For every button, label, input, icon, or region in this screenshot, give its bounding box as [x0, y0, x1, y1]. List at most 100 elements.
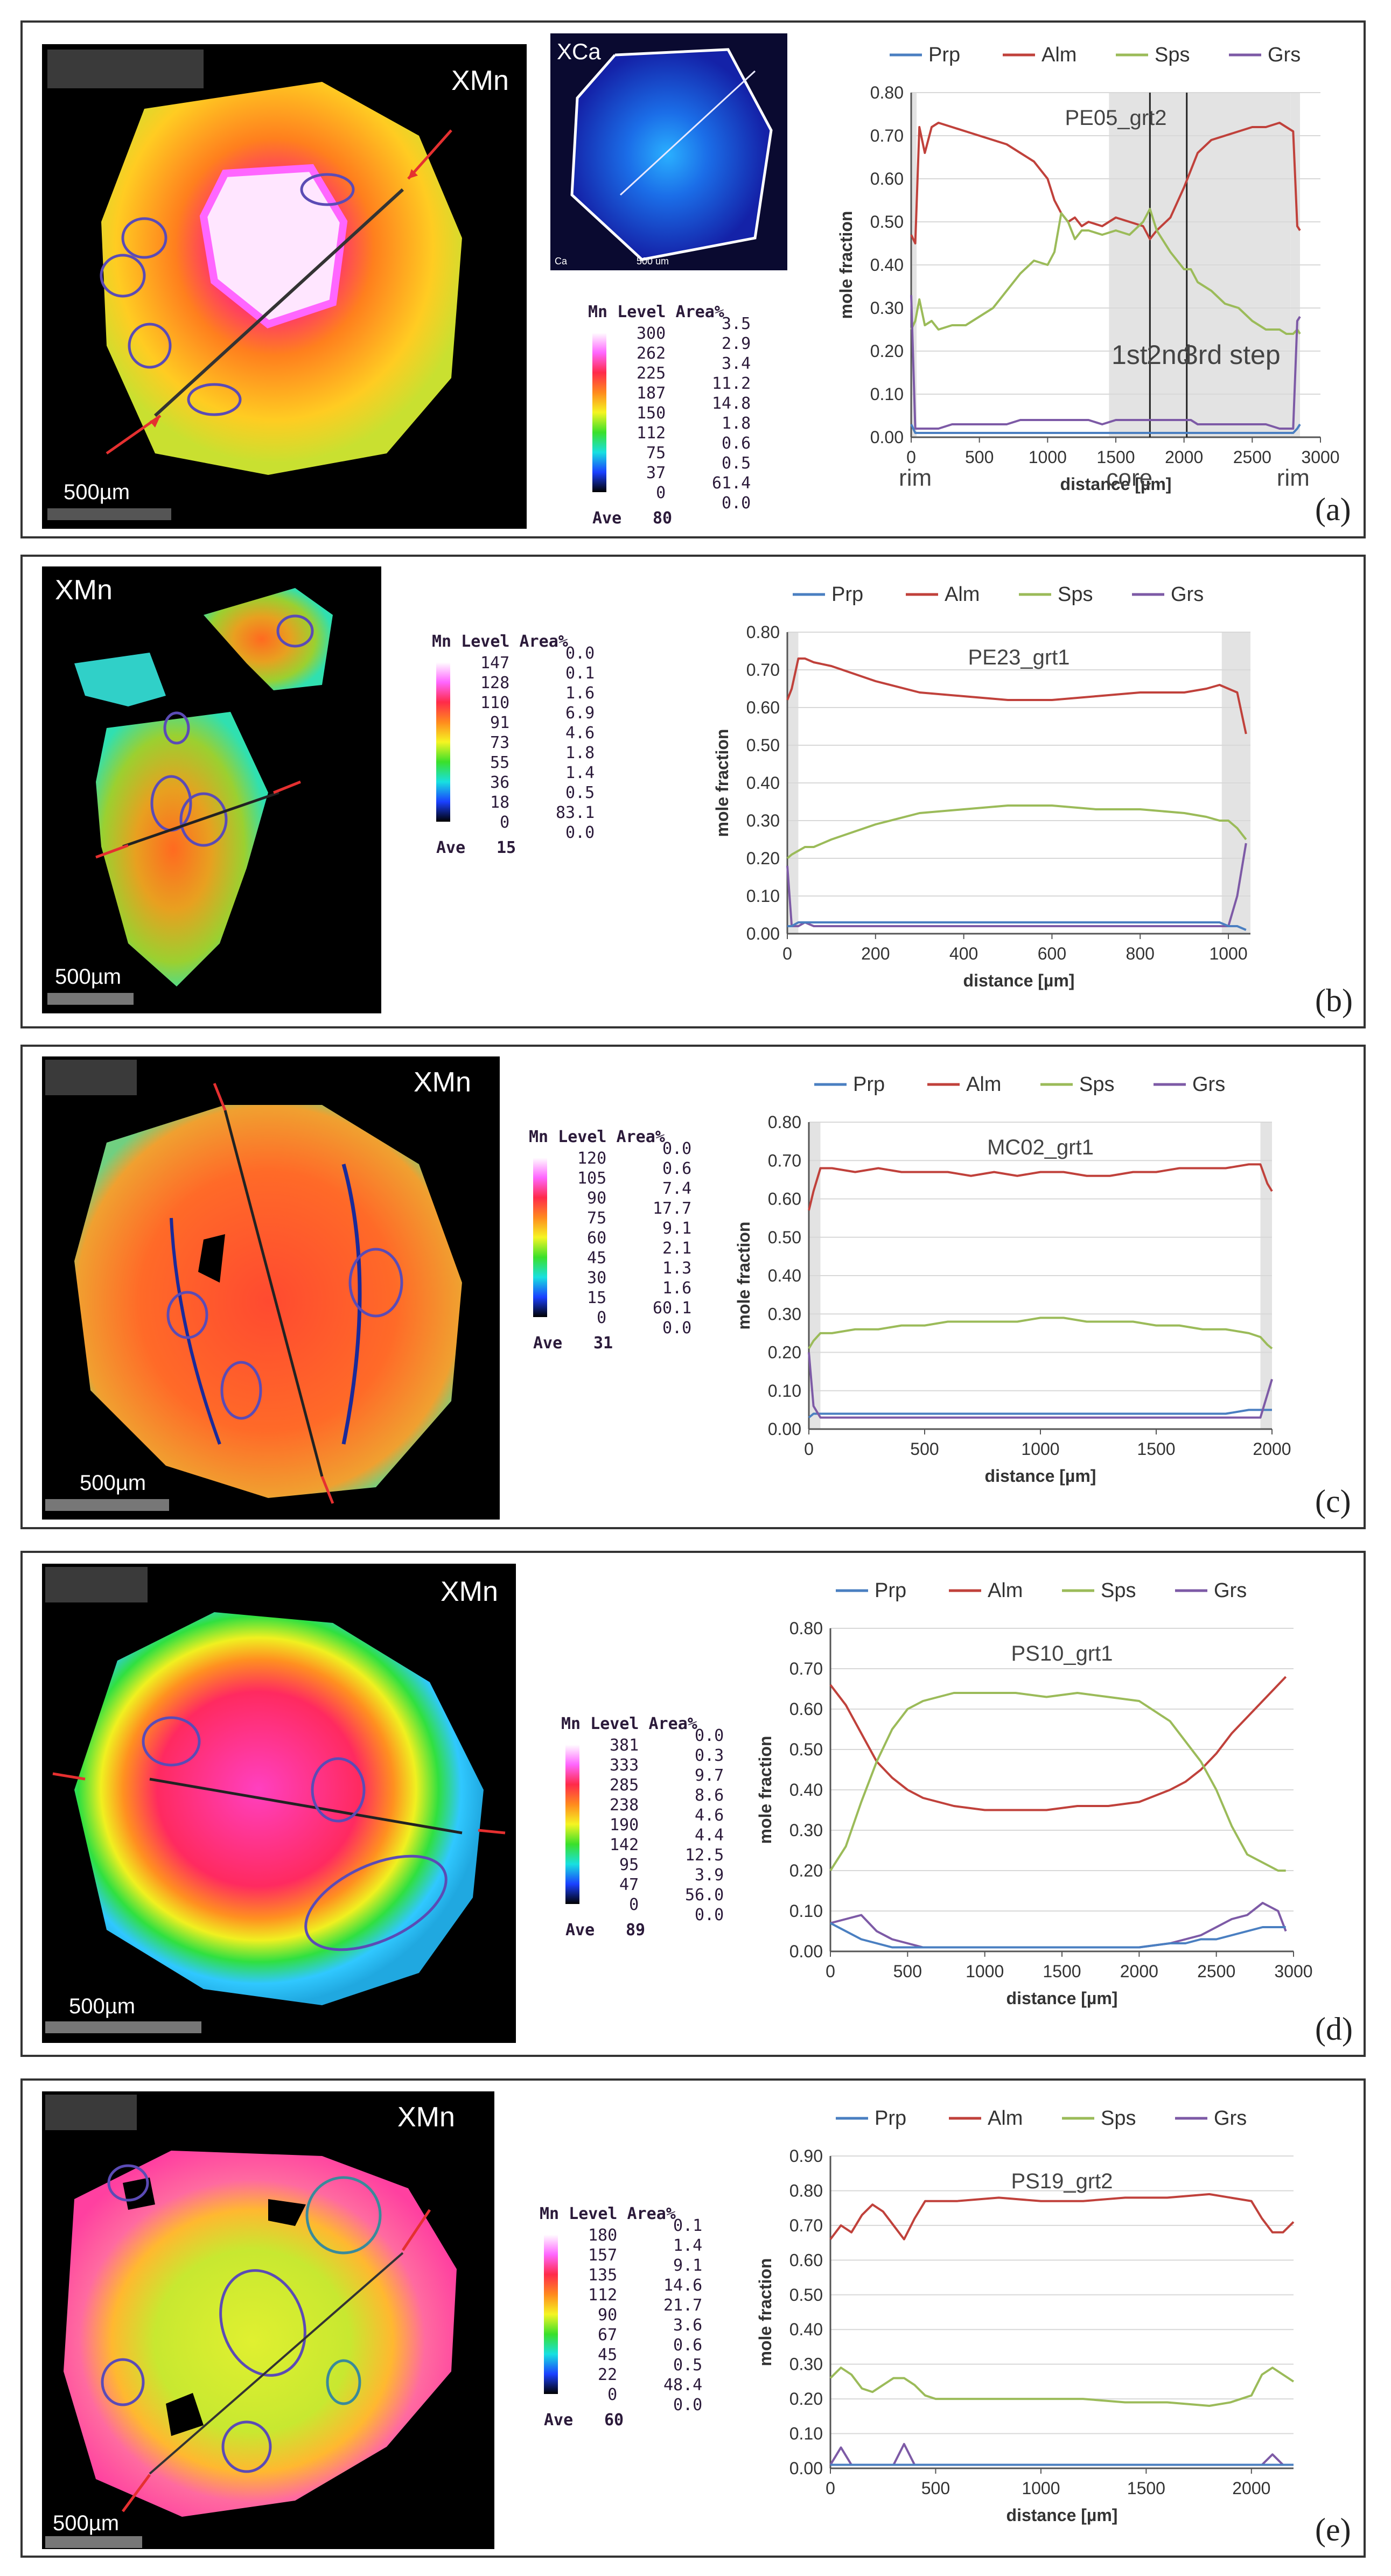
x-axis-label: distance [µm] [1006, 2505, 1118, 2525]
x-tick-label: 1000 [1021, 1439, 1059, 1459]
scale-label: 500µm [69, 1994, 136, 2018]
y-tick-label: 0.50 [870, 212, 904, 232]
legend-label: Prp [875, 2107, 906, 2130]
legend-area: 0.0 [556, 823, 595, 842]
legend-level: 333 [610, 1756, 639, 1775]
legend-level: 36 [480, 773, 510, 792]
series-line-grs [808, 1352, 1273, 1419]
y-tick-label: 0.50 [789, 2285, 823, 2305]
legend-color-swatch [592, 393, 606, 412]
legend-label: Sps [1079, 1073, 1114, 1096]
legend-level: 150 [637, 404, 666, 423]
y-axis-label: mole fraction [734, 1222, 753, 1330]
legend-area: 9.1 [653, 1219, 692, 1238]
label-mask [47, 50, 204, 88]
series-line-sps [808, 1317, 1273, 1349]
legend-level: 128 [480, 674, 510, 692]
legend-color-swatch [565, 1824, 579, 1844]
legend-header: Mn Level Area% [588, 303, 724, 321]
xca-corner: Ca [555, 256, 568, 267]
x-axis-label: distance [µm] [1060, 474, 1172, 494]
scale-bar [45, 2021, 201, 2033]
series-line-prp [808, 1409, 1272, 1419]
y-tick-label: 0.10 [870, 384, 904, 404]
region-annotation: rim [899, 465, 932, 491]
garnet-image-c [74, 1083, 462, 1504]
y-axis-label: mole fraction [712, 729, 732, 837]
legend-b: Mn Level Area% 147 128 110 91 73 55 36 18 0… [432, 632, 626, 869]
legend-color-swatch [436, 702, 450, 722]
y-tick-label: 0.30 [789, 1821, 823, 1840]
xca-map: XCa Ca 500 um [550, 33, 787, 270]
series-line-alm [808, 1163, 1273, 1211]
y-tick-label: 0.40 [768, 1266, 801, 1285]
scale-label: 500µm [53, 2511, 120, 2535]
chart-c: 0.00 0.10 0.20 0.30 0.40 0.50 0.60 0.70 0.80 0 500… [734, 1073, 1291, 1486]
scale-bar [47, 508, 171, 520]
legend-color-swatch [565, 1745, 579, 1765]
series-line-prp [787, 921, 1247, 931]
legend-level: 67 [588, 2326, 618, 2344]
legend-color-swatch [436, 682, 450, 702]
y-tick-label: 0.50 [746, 736, 780, 755]
y-tick-label: 0.80 [746, 622, 780, 642]
legend-level: 0 [610, 1895, 639, 1914]
series-line-grs [786, 843, 1247, 927]
legend-color-swatch [544, 2374, 558, 2394]
scale-bar [45, 1499, 169, 1511]
y-tick-label: 0.70 [746, 660, 780, 680]
legend-label: Prp [928, 44, 960, 66]
legend-level: 30 [577, 1269, 607, 1287]
chart-a: 0.00 0.10 0.20 0.30 0.40 0.50 0.60 0.70 0.80 0 500… [836, 44, 1340, 494]
legend-area: 1.6 [653, 1279, 692, 1298]
panel-letter: (e) [1315, 2512, 1351, 2547]
y-tick-label: 0.40 [789, 1780, 823, 1800]
legend-color-swatch [544, 2294, 558, 2314]
legend-color-swatch [544, 2354, 558, 2374]
map-title: XMn [451, 65, 509, 96]
y-tick-label: 0.20 [789, 1861, 823, 1880]
legend-area: 3.6 [663, 2316, 703, 2335]
y-tick-label: 0.60 [768, 1189, 801, 1209]
y-tick-label: 0.60 [746, 698, 780, 717]
legend-label: Sps [1155, 44, 1190, 66]
legend-level: 187 [637, 384, 666, 403]
legend-level: 112 [588, 2286, 618, 2305]
legend-area: 56.0 [685, 1886, 724, 1905]
legend-area: 6.9 [556, 704, 595, 723]
x-tick-label: 1000 [966, 1962, 1004, 1981]
legend-level: 60 [577, 1229, 607, 1248]
x-tick-label: 500 [893, 1962, 922, 1981]
y-tick-label: 0.20 [768, 1343, 801, 1362]
legend-area: 4.4 [685, 1826, 724, 1845]
legend-color-swatch [544, 2314, 558, 2334]
legend-area: 83.1 [556, 803, 595, 822]
legend-area: 3.9 [685, 1866, 724, 1885]
garnet-image-d [52, 1612, 506, 2005]
series-line-prp [830, 1922, 1286, 1949]
legend-ave-label: Ave [592, 509, 622, 528]
legend-level: 300 [637, 324, 666, 343]
y-tick-label: 0.70 [768, 1151, 801, 1170]
legend-level: 135 [588, 2266, 618, 2285]
legend-area: 0.6 [663, 2336, 703, 2355]
legend-color-swatch [565, 1784, 579, 1804]
legend-header: Mn Level Area% [432, 632, 568, 651]
legend-label: Grs [1214, 1579, 1247, 1602]
legend-color-swatch [436, 742, 450, 762]
label-mask [45, 1060, 137, 1095]
legend-area: 1.8 [556, 744, 595, 762]
scale-label: 500µm [64, 480, 130, 504]
legend-area: 1.8 [712, 414, 751, 433]
legend-level: 120 [577, 1149, 607, 1168]
x-tick-label: 1500 [1043, 1962, 1081, 1981]
x-tick-label: 2000 [1165, 447, 1203, 467]
x-tick-label: 1000 [1029, 447, 1067, 467]
y-tick-label: 0.70 [870, 126, 904, 145]
legend-area: 3.5 [712, 314, 751, 333]
legend-level: 0 [588, 2385, 618, 2404]
x-axis-label: distance [µm] [985, 1466, 1096, 1486]
legend-c: Mn Level Area% 120 105 90 75 60 45 30 15 0… [529, 1128, 723, 1364]
legend-area: 1.4 [663, 2236, 703, 2255]
scale-bar [45, 2536, 142, 2548]
